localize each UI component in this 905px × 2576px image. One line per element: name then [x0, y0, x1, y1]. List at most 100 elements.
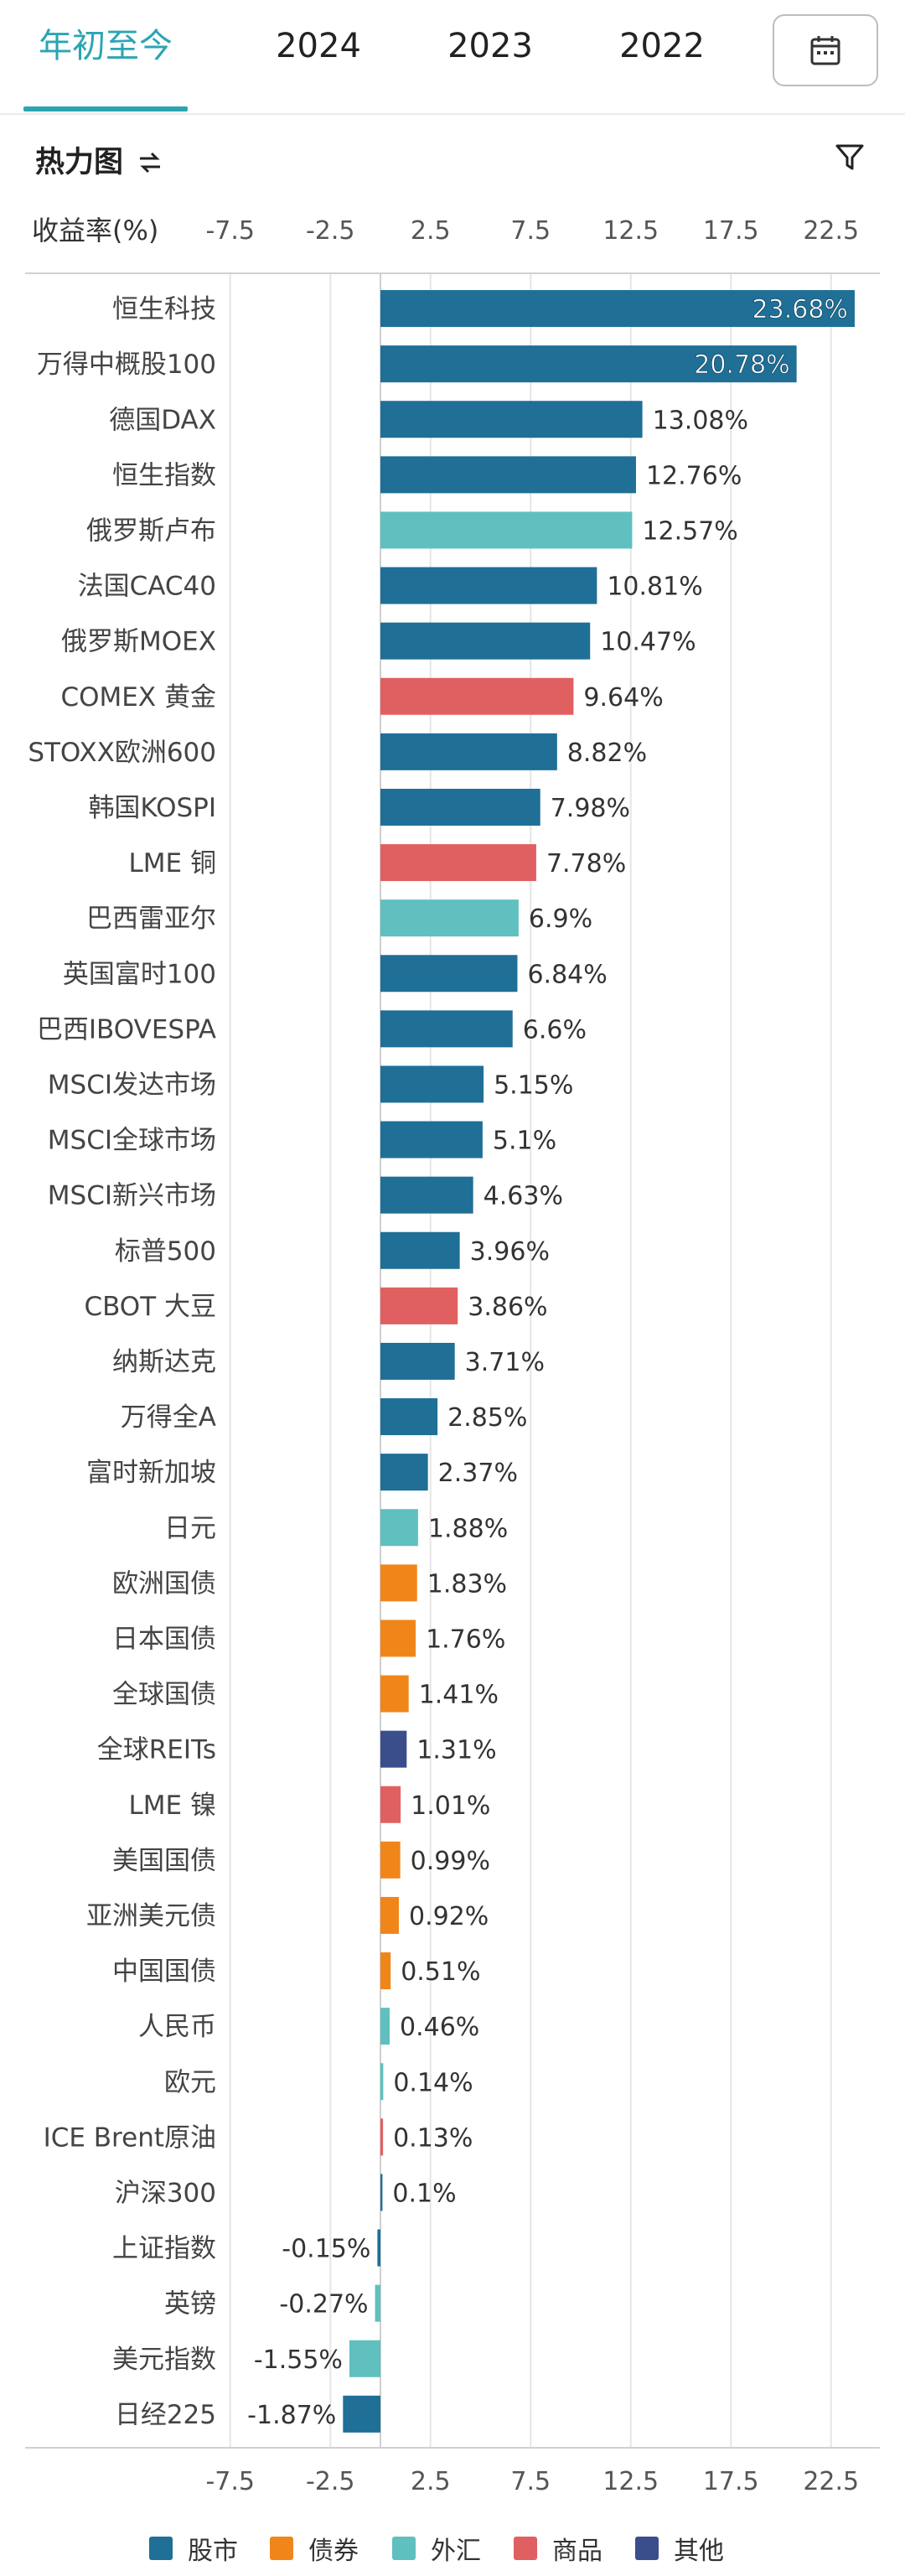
bar [380, 2174, 383, 2211]
bar [380, 1786, 401, 1823]
category-label: 全球国债 [112, 1680, 216, 1710]
category-label: LME 镍 [129, 1791, 216, 1821]
value-label: -1.55% [254, 2345, 343, 2375]
tab-2022[interactable]: 2022 [619, 27, 705, 65]
value-label: 3.71% [465, 1348, 545, 1377]
category-label: 全球REITs [97, 1735, 216, 1765]
bar [380, 1730, 407, 1768]
value-label: 13.08% [653, 406, 748, 435]
section-title[interactable]: 热力图 [35, 138, 163, 181]
value-label: 5.15% [494, 1070, 573, 1100]
bar [380, 1398, 438, 1436]
bar [380, 1010, 513, 1048]
category-label: 法国CAC40 [78, 572, 216, 602]
tab-2024[interactable]: 2024 [276, 27, 361, 65]
value-label: 0.1% [392, 2179, 456, 2208]
value-label: 7.98% [551, 794, 630, 823]
bar-chart: -7.5 -7.5 -2.5 -2.5 2.5 2.5 7.5 7.5 12.5 12.5 17.5… [25, 216, 880, 2496]
category-label: 沪深300 [115, 2178, 216, 2208]
bar [380, 290, 855, 328]
switch-arrows-icon [140, 152, 161, 174]
bar [380, 401, 643, 438]
bar [380, 1952, 391, 1990]
legend-swatch-fx [392, 2537, 416, 2560]
x-tick-label-top: 12.5 [602, 216, 659, 246]
value-label: 1.41% [419, 1681, 499, 1710]
bar [380, 1841, 401, 1879]
value-label: 2.85% [447, 1403, 527, 1433]
category-label: ICE Brent原油 [44, 2122, 216, 2153]
x-tick-label-top: -7.5 [205, 216, 255, 246]
category-label: 恒生科技 [112, 294, 216, 324]
legend-swatch-stock [149, 2537, 173, 2560]
x-tick-label-bottom: 12.5 [602, 2467, 659, 2496]
value-label: 1.31% [416, 1736, 496, 1765]
tab-2023[interactable]: 2023 [447, 27, 533, 65]
tab-ytd[interactable]: 年初至今 [39, 27, 173, 65]
value-label: 4.63% [484, 1182, 563, 1211]
category-label: 俄罗斯卢布 [86, 516, 216, 546]
calendar-icon [810, 36, 840, 65]
value-label: 10.47% [600, 628, 696, 657]
x-tick-label-top: 17.5 [703, 216, 759, 246]
category-label: 巴西IBOVESPA [37, 1014, 216, 1044]
value-label: 12.57% [642, 516, 737, 546]
value-label: -1.87% [247, 2401, 336, 2430]
category-label: 中国国债 [112, 1957, 216, 1987]
category-label: 日本国债 [112, 1624, 216, 1654]
category-label: 日元 [164, 1513, 216, 1543]
legend-swatch-bond [270, 2537, 293, 2560]
x-tick-label-top: 7.5 [510, 216, 551, 246]
category-label: 俄罗斯MOEX [61, 627, 216, 657]
value-label: 20.78% [694, 350, 789, 380]
value-label: 8.82% [567, 739, 647, 768]
x-tick-label-top: -2.5 [306, 216, 355, 246]
filter-icon[interactable] [835, 143, 865, 173]
x-tick-label-bottom: 22.5 [803, 2467, 859, 2496]
calendar-button[interactable] [773, 14, 878, 86]
value-label: -0.15% [282, 2235, 370, 2264]
value-label: 1.83% [427, 1569, 507, 1599]
category-label: LME 铜 [129, 848, 216, 879]
category-label: CBOT 大豆 [84, 1292, 216, 1322]
legend-item-fx[interactable]: 外汇 [392, 2527, 481, 2569]
period-tabs: 年初至今 2024 2023 2022 [0, 0, 905, 115]
bar [343, 2395, 380, 2433]
category-label: 富时新加坡 [86, 1458, 216, 1488]
bar [375, 2284, 380, 2322]
legend-label-fx: 外汇 [431, 2537, 481, 2566]
category-label: 万得全A [121, 1402, 216, 1433]
bar [380, 1675, 409, 1713]
category-label: MSCI全球市场 [48, 1126, 216, 1156]
value-label: 0.92% [409, 1902, 489, 1931]
legend-item-stock[interactable]: 股市 [149, 2527, 238, 2569]
bar [380, 1564, 417, 1602]
legend-item-commodity[interactable]: 商品 [514, 2527, 602, 2569]
x-tick-label-bottom: -7.5 [205, 2467, 255, 2496]
bar [380, 1065, 484, 1103]
value-label: 6.6% [523, 1015, 587, 1044]
x-tick-label-bottom: 2.5 [411, 2467, 451, 2496]
value-label: 0.14% [393, 2068, 473, 2097]
bar [380, 1454, 428, 1491]
category-label: 万得中概股100 [37, 350, 216, 380]
legend: 股市 债券 外汇 商品 其他 [0, 2527, 905, 2569]
value-label: 1.01% [411, 1791, 490, 1821]
value-label: 3.86% [468, 1293, 547, 1322]
legend-item-other[interactable]: 其他 [635, 2527, 724, 2569]
value-label: 1.76% [426, 1625, 505, 1654]
value-label: 2.37% [438, 1459, 518, 1488]
category-label: 上证指数 [112, 2234, 216, 2264]
x-tick-label-bottom: 17.5 [703, 2467, 759, 2496]
value-label: 0.99% [411, 1847, 490, 1876]
bar [380, 1342, 455, 1380]
legend-label-stock: 股市 [188, 2537, 238, 2566]
category-label: 英镑 [164, 2289, 216, 2319]
legend-swatch-commodity [514, 2537, 537, 2560]
bar [380, 622, 591, 660]
category-label: STOXX欧洲600 [28, 738, 216, 768]
legend-item-bond[interactable]: 债券 [270, 2527, 359, 2569]
legend-label-commodity: 商品 [552, 2537, 602, 2566]
value-label: 9.64% [583, 683, 663, 713]
x-tick-label-bottom: -2.5 [306, 2467, 355, 2496]
